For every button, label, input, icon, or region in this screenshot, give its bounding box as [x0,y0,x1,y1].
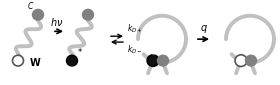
Circle shape [246,55,256,66]
Text: $q$: $q$ [200,23,207,35]
Text: $h\nu$: $h\nu$ [50,16,64,28]
Text: *: * [152,52,156,58]
Circle shape [13,55,24,66]
Circle shape [83,9,94,20]
Circle shape [147,55,159,66]
Text: W: W [30,58,41,68]
Text: $k_{D-}$: $k_{D-}$ [127,43,143,56]
Text: $k_{D+}$: $k_{D+}$ [127,23,143,35]
Text: *: * [78,48,82,57]
Circle shape [157,55,169,66]
Text: C: C [27,2,33,11]
Circle shape [235,55,247,66]
Circle shape [67,55,78,66]
Circle shape [32,9,43,20]
